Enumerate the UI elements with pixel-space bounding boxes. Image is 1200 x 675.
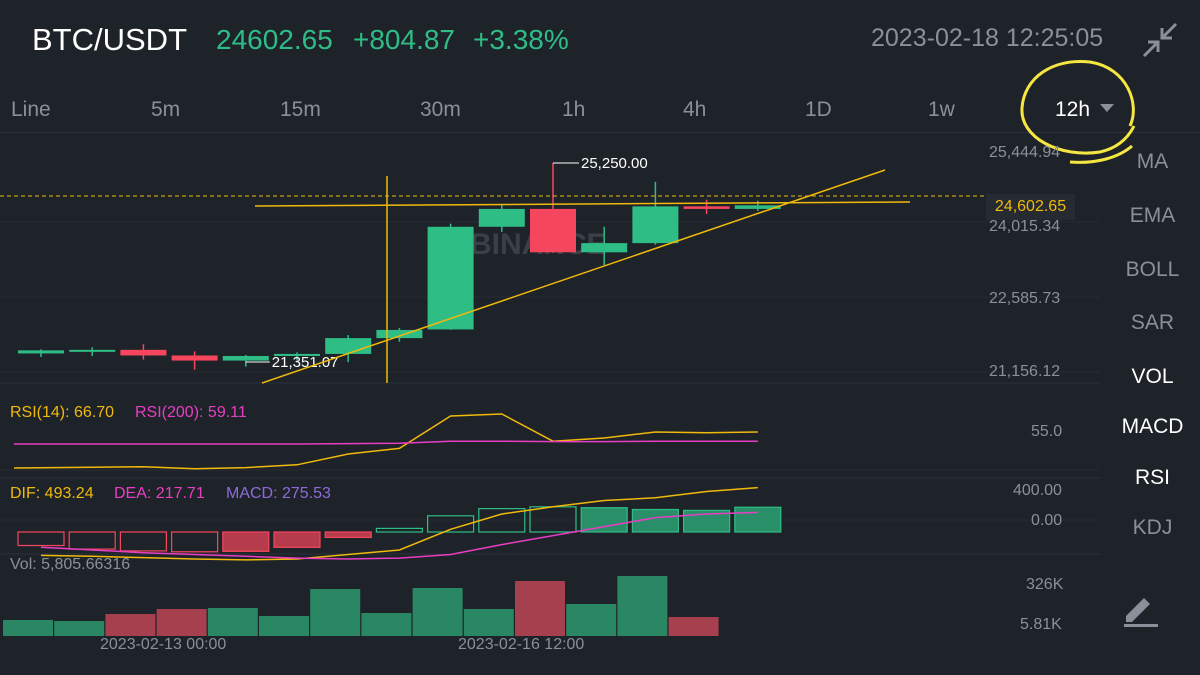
candle-body xyxy=(632,206,679,244)
candle-body xyxy=(376,329,423,339)
price-axis-label: 25,444.94 xyxy=(989,144,1061,161)
macd-label: MACD: 275.53 xyxy=(226,485,331,502)
volume-bar xyxy=(310,589,361,636)
dif-label: DIF: 493.24 xyxy=(10,485,94,502)
rsi14-label: RSI(14): 66.70 xyxy=(10,404,115,421)
candle-body xyxy=(530,208,576,253)
tab-30m[interactable]: 30m xyxy=(420,98,461,121)
macd-histogram-bar xyxy=(68,531,116,550)
volume-axis-label: 5.81K xyxy=(1020,616,1062,633)
high-price-label: 25,250.00 xyxy=(581,155,648,172)
macd-histogram-bar xyxy=(631,508,680,533)
dea-label: DEA: 217.71 xyxy=(114,485,205,502)
macd-histogram-bar xyxy=(580,507,628,533)
volume-bar xyxy=(463,609,514,636)
rsi14-line xyxy=(13,413,758,470)
pencil-edit-icon[interactable] xyxy=(1120,594,1160,628)
candle-body xyxy=(274,353,320,356)
indicator-vol-button[interactable]: VOL xyxy=(1131,365,1174,388)
price-axis-label: 24,015.34 xyxy=(989,218,1061,235)
tab-5m[interactable]: 5m xyxy=(151,98,181,121)
volume-bar xyxy=(515,581,565,636)
macd-axis-label: 400.00 xyxy=(1013,482,1062,499)
indicator-kdj-button[interactable]: KDJ xyxy=(1132,516,1173,539)
candle-body xyxy=(581,243,628,253)
macd-histogram-bar xyxy=(529,506,577,533)
macd-histogram-bar xyxy=(324,531,372,539)
candle-body xyxy=(69,349,116,352)
time-axis-label: 2023-02-13 00:00 xyxy=(100,636,227,653)
volume-bar xyxy=(566,604,617,636)
volume-bar xyxy=(361,613,412,636)
header-bar: BTC/USDT 24602.65 +804.87 +3.38% 2023-02… xyxy=(0,0,1200,80)
candle-body xyxy=(478,208,525,227)
volume-bar xyxy=(156,609,207,636)
indicator-boll-button[interactable]: BOLL xyxy=(1125,258,1180,281)
tab-1h[interactable]: 1h xyxy=(562,98,586,121)
candle-body xyxy=(18,350,64,354)
indicator-ema-button[interactable]: EMA xyxy=(1129,204,1176,227)
price-change: +804.87 xyxy=(353,24,455,55)
trading-pair[interactable]: BTC/USDT xyxy=(32,22,187,57)
tab-12h-selected[interactable]: 12h xyxy=(1055,98,1091,121)
tab-line[interactable]: Line xyxy=(11,98,51,121)
macd-axis-label: 0.00 xyxy=(1031,512,1063,529)
volume-bar xyxy=(3,620,53,636)
drawn-trend-line xyxy=(261,169,886,384)
candle-body xyxy=(222,355,269,361)
macd-histogram-bar xyxy=(682,509,731,533)
rsi200-label: RSI(200): 59.11 xyxy=(135,404,247,421)
indicator-rsi-button[interactable]: RSI xyxy=(1134,466,1170,489)
drawn-horizontal-line xyxy=(254,201,911,207)
macd-histogram-bar xyxy=(734,506,782,533)
macd-histogram-bar xyxy=(17,531,65,547)
price-change-percent: +3.38% xyxy=(473,24,569,55)
rsi-axis-label: 55.0 xyxy=(1031,423,1063,440)
volume-bar xyxy=(207,608,258,636)
volume-bar xyxy=(617,576,668,636)
candle-body xyxy=(325,338,372,354)
volume-bar xyxy=(105,614,156,636)
hand-drawn-circle-annotation xyxy=(1020,59,1136,164)
tab-1w[interactable]: 1w xyxy=(928,98,955,121)
macd-histogram-bar xyxy=(119,531,168,552)
low-price-label: 21,351.07 xyxy=(272,354,339,371)
volume-axis-label: 326K xyxy=(1026,576,1064,593)
caret-down-icon[interactable] xyxy=(1098,102,1116,114)
volume-bar xyxy=(668,617,719,636)
indicator-ma-button[interactable]: MA xyxy=(1136,150,1169,173)
rsi200-line xyxy=(14,440,758,445)
timestamp: 2023-02-18 12:25:05 xyxy=(871,24,1104,52)
candle-body xyxy=(120,349,167,356)
price-axis-label: 22,585.73 xyxy=(989,290,1061,307)
candle-body xyxy=(683,206,730,209)
candle-body xyxy=(427,226,474,330)
volume-bar xyxy=(54,621,105,636)
time-axis-label: 2023-02-16 12:00 xyxy=(458,636,585,653)
last-price: 24602.65 xyxy=(216,24,333,55)
indicator-macd-button[interactable]: MACD xyxy=(1121,415,1184,438)
tab-15m[interactable]: 15m xyxy=(280,98,321,121)
candle-body xyxy=(734,205,781,209)
tab-4h[interactable]: 4h xyxy=(683,98,707,121)
volume-bar xyxy=(412,588,463,636)
interval-tabs: Line 5m 15m 30m 1h 4h 1D 1w 12h xyxy=(0,86,1200,132)
macd-histogram-bar xyxy=(273,531,321,548)
tab-1d[interactable]: 1D xyxy=(805,98,832,121)
dif-line xyxy=(40,486,758,561)
macd-histogram-bar xyxy=(375,527,423,533)
candle-body xyxy=(171,355,218,361)
divider xyxy=(0,132,1200,133)
price-axis-label: 21,156.12 xyxy=(989,363,1061,380)
current-price-tag: 24,602.65 xyxy=(986,194,1075,220)
macd-histogram-bar xyxy=(222,531,270,552)
volume-label: Vol: 5,805.66316 xyxy=(10,556,131,573)
collapse-fullscreen-icon[interactable] xyxy=(1140,20,1180,60)
volume-bar xyxy=(259,616,309,636)
macd-histogram-bar xyxy=(427,515,475,533)
dea-line xyxy=(40,511,758,560)
macd-histogram-bar xyxy=(171,531,219,553)
indicator-sar-button[interactable]: SAR xyxy=(1130,311,1175,334)
